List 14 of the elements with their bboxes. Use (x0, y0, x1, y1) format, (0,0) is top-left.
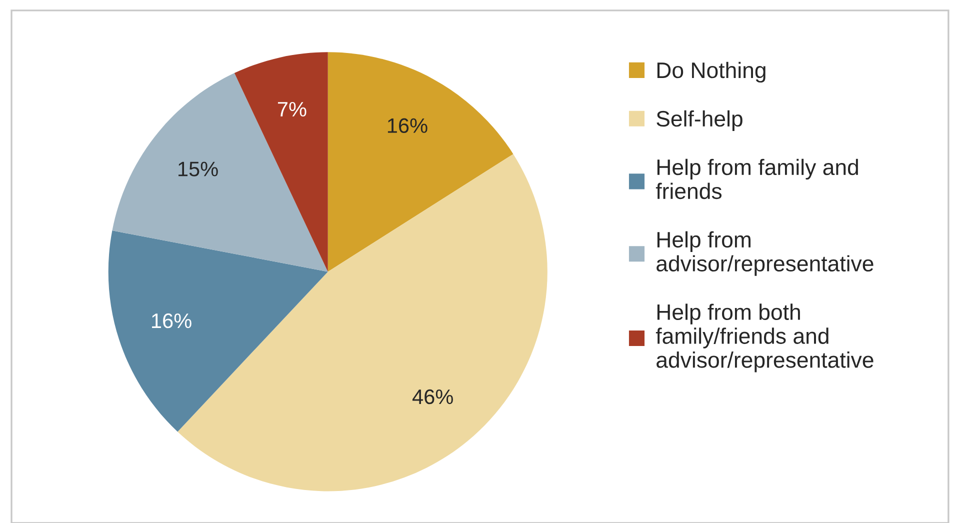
legend-label: Do Nothing (657, 62, 766, 83)
data-label: 16% (152, 313, 192, 328)
data-label: 46% (412, 389, 453, 404)
legend-label: Self-help (656, 110, 742, 132)
legend-label: Help from advisor/representative (656, 231, 874, 276)
pie-slice (108, 230, 328, 432)
pie-slice (328, 52, 514, 272)
data-label: 15% (178, 162, 218, 176)
data-label: 16% (388, 118, 428, 134)
legend-label: Help from both family/friends and advisor/representative (656, 304, 874, 372)
data-label: 7% (278, 102, 306, 117)
pie-slice (112, 73, 328, 272)
pie-slice (234, 52, 328, 272)
legend-label: Help from family and friends (656, 158, 858, 200)
